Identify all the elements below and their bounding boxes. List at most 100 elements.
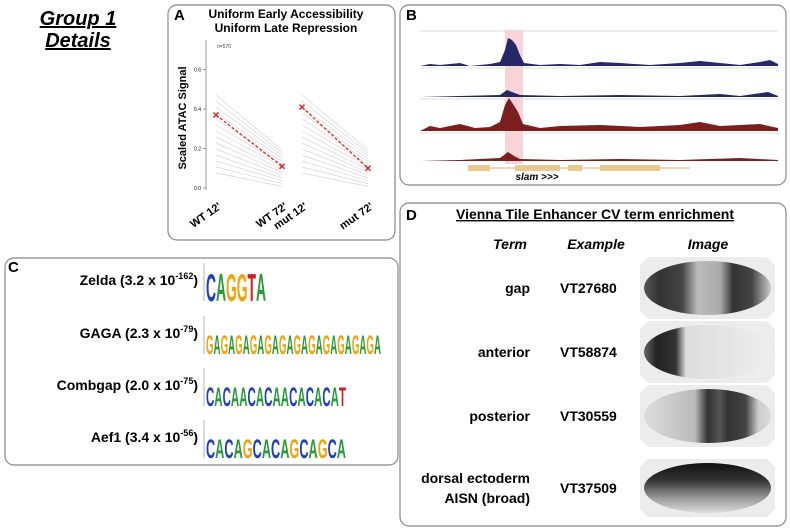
column-header: Term (493, 236, 527, 252)
title-line: Details (45, 30, 111, 52)
motif-close: ) (193, 377, 198, 393)
motif-name: Zelda (3.2 x 10-162) (80, 271, 198, 288)
column-header: Example (567, 236, 625, 252)
sequence-logo: CACAGCACAGCAGCA (206, 434, 346, 464)
exon (468, 165, 490, 171)
motif-close: ) (193, 272, 198, 288)
embryo-image (644, 325, 771, 379)
title-line: Group 1 (40, 8, 117, 30)
motif-list: Zelda (3.2 x 10-162) CAGGTA GAGA (2.3 x 10… (57, 263, 381, 465)
motif-name: Combgap (2.0 x 10-75) (57, 376, 198, 393)
chart-title: Uniform Late Repression (215, 21, 358, 35)
motif-close: ) (193, 325, 198, 341)
panel-label: D (406, 207, 417, 224)
exon (600, 165, 660, 171)
chart-title: Uniform Early Accessibility (209, 7, 364, 21)
panel-c (4, 257, 399, 466)
annotation: n=570 (217, 44, 231, 50)
example-id: VT27680 (560, 280, 617, 296)
background-trace (301, 106, 369, 156)
panel-title: Vienna Tile Enhancer CV term enrichment (456, 206, 734, 222)
motif-close: ) (193, 429, 198, 445)
example-id: VT58874 (560, 344, 617, 360)
example-id: VT30559 (560, 408, 617, 424)
point (212, 111, 220, 119)
trend-line (215, 114, 283, 167)
background-trace (301, 142, 369, 173)
motif-exponent: -79 (180, 324, 193, 334)
term: AISN (broad) (444, 490, 530, 506)
background-trace (301, 172, 369, 187)
panel-label: A (174, 7, 185, 24)
track-mut-1 (420, 98, 778, 131)
sequence-logo: CACAACACAACACACAT (206, 382, 346, 412)
motif-exponent: -162 (175, 271, 193, 281)
background-trace (215, 136, 283, 170)
genome-browser: slam >>> (420, 30, 778, 183)
panel-label: B (406, 7, 417, 24)
motif-name: GAGA (2.3 x 10 (80, 325, 181, 341)
motif-exponent: -75 (180, 376, 193, 386)
sequence-logo: GAGAGAGAGAGAGAGAGAGAGAGA (206, 330, 381, 360)
background-trace (215, 154, 283, 179)
background-trace (215, 142, 283, 173)
term: anterior (478, 344, 531, 360)
background-trace (215, 112, 283, 159)
background-trace (301, 136, 369, 170)
background-trace (301, 154, 369, 179)
y-tick-label: 0.4 (194, 107, 201, 113)
motif-exponent: -56 (180, 428, 193, 438)
motif-name: GAGA (2.3 x 10-79) (80, 324, 198, 341)
track-mut-2 (420, 152, 778, 161)
y-tick-label: 0.2 (194, 147, 201, 153)
term: posterior (469, 408, 530, 424)
background-trace (301, 124, 369, 165)
background-trace (301, 118, 369, 162)
background-trace (215, 148, 283, 176)
panel-a (167, 4, 396, 241)
background-trace (215, 130, 283, 168)
background-trace (301, 130, 369, 168)
background-trace (215, 172, 283, 187)
background-trace (215, 100, 283, 154)
background-trace (215, 94, 283, 151)
point (278, 163, 286, 170)
figure-title: Group 1 Details (40, 8, 117, 52)
background-trace (301, 166, 369, 184)
panel-label: C (8, 259, 19, 276)
y-axis-label: Scaled ATAC Signal (177, 66, 189, 169)
motif-name: Aef1 (3.4 x 10-56) (91, 428, 198, 445)
example-id: VT37509 (560, 480, 617, 496)
background-trace (215, 160, 283, 182)
background-trace (301, 160, 369, 182)
background-trace (215, 106, 283, 156)
motif-name: Combgap (2.0 x 10 (57, 377, 181, 393)
term-table: gap VT27680 anterior VT58874 posterior VT3055… (421, 257, 775, 517)
background-trace (301, 112, 369, 159)
background-trace (301, 94, 369, 151)
y-tick-label: 0.0 (194, 186, 201, 192)
y-tick-label: 0.6 (194, 68, 201, 74)
motif-name: Zelda (3.2 x 10 (80, 272, 176, 288)
exon (515, 165, 560, 171)
embryo-image (644, 261, 771, 315)
column-header: Image (688, 236, 729, 252)
sequence-logo: CAGGTA (206, 267, 266, 310)
exon (568, 165, 582, 171)
embryo-image (644, 389, 771, 443)
term: dorsal ectoderm (421, 470, 530, 486)
gene-label: slam >>> (515, 172, 558, 183)
term: gap (505, 280, 530, 296)
background-trace (215, 124, 283, 165)
point (298, 104, 306, 111)
background-trace (301, 148, 369, 176)
motif-name: Aef1 (3.4 x 10 (91, 429, 181, 445)
point (364, 165, 372, 172)
track-wt-1 (420, 38, 778, 66)
panel-b (399, 4, 787, 186)
track-wt-2 (420, 90, 778, 97)
background-trace (301, 100, 369, 154)
background-trace (215, 166, 283, 184)
